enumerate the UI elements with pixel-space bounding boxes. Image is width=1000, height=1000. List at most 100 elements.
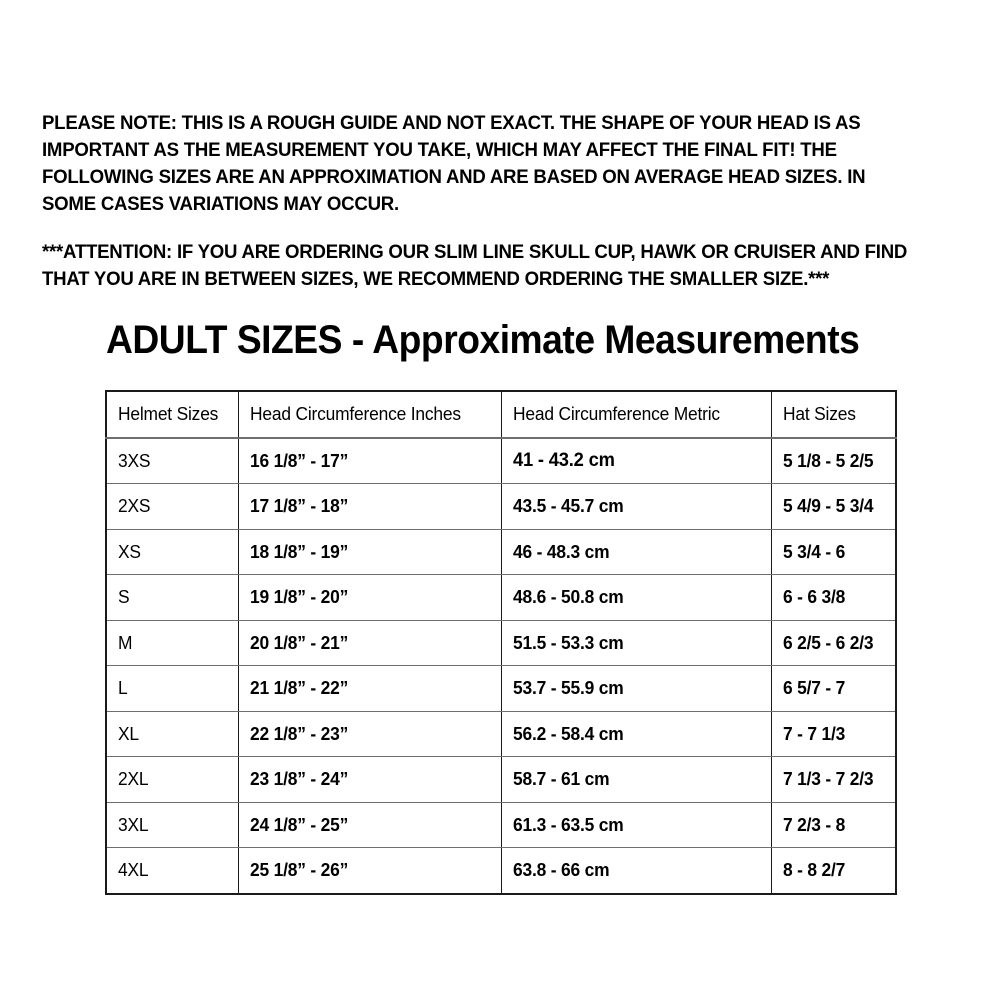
- cell-metric-text: 41 - 43.2 cm: [512, 449, 615, 472]
- cell-metric: 41 - 43.2 cm: [501, 437, 772, 484]
- cell-metric: 51.5 - 53.3 cm: [501, 620, 772, 666]
- cell-helmet-size-text: 2XS: [118, 495, 151, 517]
- cell-helmet-size-text: XS: [118, 540, 141, 562]
- column-header-helmet-sizes-label: Helmet Sizes: [118, 403, 219, 425]
- cell-inches-text: 18 1/8” - 19”: [249, 540, 348, 562]
- table-row: 2XL 23 1/8” - 24” 58.7 - 61 cm 7 1/3 - 7…: [106, 756, 896, 803]
- cell-helmet-size: M: [106, 620, 239, 666]
- cell-inches: 18 1/8” - 19”: [238, 529, 502, 575]
- column-header-head-circumference-metric: Head Circumference Metric: [501, 391, 772, 439]
- cell-inches-text: 25 1/8” - 26”: [249, 859, 348, 881]
- cell-inches: 20 1/8” - 21”: [238, 620, 502, 666]
- cell-metric: 63.8 - 66 cm: [501, 847, 772, 894]
- column-header-head-circumference-inches-label: Head Circumference Inches: [249, 403, 461, 425]
- cell-helmet-size: 2XL: [106, 756, 239, 803]
- cell-helmet-size-text: 2XL: [118, 768, 149, 790]
- cell-hat-size: 6 5/7 - 7: [771, 665, 896, 712]
- cell-inches-text: 21 1/8” - 22”: [249, 677, 348, 699]
- cell-hat-size-text: 6 2/5 - 6 2/3: [782, 631, 874, 653]
- cell-inches: 23 1/8” - 24”: [238, 756, 502, 803]
- adult-size-table: Helmet Sizes Head Circumference Inches H…: [105, 390, 897, 895]
- cell-hat-size-text: 5 1/8 - 5 2/5: [782, 449, 874, 471]
- cell-inches-text: 22 1/8” - 23”: [249, 722, 348, 744]
- cell-inches: 24 1/8” - 25”: [238, 802, 502, 848]
- cell-hat-size: 6 2/5 - 6 2/3: [771, 620, 896, 666]
- cell-helmet-size-text: 4XL: [118, 859, 149, 881]
- cell-hat-size-text: 7 1/3 - 7 2/3: [782, 768, 874, 790]
- cell-hat-size-text: 5 4/9 - 5 3/4: [782, 495, 874, 517]
- cell-helmet-size: 4XL: [106, 847, 239, 894]
- cell-metric: 61.3 - 63.5 cm: [501, 802, 772, 848]
- table-row: XS 18 1/8” - 19” 46 - 48.3 cm 5 3/4 - 6: [106, 529, 896, 575]
- note-paragraph-attention: ***ATTENTION: IF YOU ARE ORDERING OUR SL…: [42, 241, 913, 290]
- cell-helmet-size: S: [106, 574, 239, 621]
- cell-hat-size-text: 5 3/4 - 6: [782, 540, 845, 562]
- table-row: 2XS 17 1/8” - 18” 43.5 - 45.7 cm 5 4/9 -…: [106, 483, 896, 530]
- cell-hat-size-text: 8 - 8 2/7: [782, 859, 845, 881]
- cell-hat-size-text: 6 - 6 3/8: [782, 586, 845, 608]
- table-row: 4XL 25 1/8” - 26” 63.8 - 66 cm 8 - 8 2/7: [106, 847, 896, 894]
- note-paragraph-disclaimer: PLEASE NOTE: THIS IS A ROUGH GUIDE AND N…: [42, 112, 871, 215]
- cell-metric-text: 48.6 - 50.8 cm: [512, 586, 624, 608]
- column-header-head-circumference-metric-label: Head Circumference Metric: [512, 403, 720, 425]
- cell-metric: 58.7 - 61 cm: [501, 756, 772, 803]
- cell-hat-size-text: 7 2/3 - 8: [782, 813, 845, 835]
- cell-helmet-size: XL: [106, 711, 239, 757]
- chart-title: ADULT SIZES - Approximate Measurements: [106, 318, 860, 362]
- cell-hat-size: 7 1/3 - 7 2/3: [771, 756, 896, 803]
- cell-hat-size: 5 1/8 - 5 2/5: [771, 437, 896, 484]
- cell-hat-size: 6 - 6 3/8: [771, 574, 896, 621]
- cell-hat-size: 5 3/4 - 6: [771, 529, 896, 575]
- cell-inches-text: 23 1/8” - 24”: [249, 768, 348, 790]
- cell-metric-text: 61.3 - 63.5 cm: [512, 813, 624, 835]
- table-row: M 20 1/8” - 21” 51.5 - 53.3 cm 6 2/5 - 6…: [106, 620, 896, 666]
- cell-helmet-size: 2XS: [106, 483, 239, 530]
- cell-metric: 46 - 48.3 cm: [501, 529, 772, 575]
- cell-inches-text: 19 1/8” - 20”: [249, 586, 348, 608]
- cell-helmet-size: 3XS: [106, 437, 239, 484]
- cell-inches-text: 24 1/8” - 25”: [249, 813, 348, 835]
- cell-helmet-size-text: 3XS: [118, 449, 151, 471]
- cell-inches: 19 1/8” - 20”: [238, 574, 502, 621]
- cell-metric-text: 43.5 - 45.7 cm: [512, 495, 624, 517]
- cell-hat-size-text: 6 5/7 - 7: [782, 677, 845, 699]
- column-header-hat-sizes-label: Hat Sizes: [782, 403, 856, 425]
- cell-helmet-size-text: XL: [118, 722, 139, 744]
- table-row: XL 22 1/8” - 23” 56.2 - 58.4 cm 7 - 7 1/…: [106, 711, 896, 757]
- cell-metric: 48.6 - 50.8 cm: [501, 574, 772, 621]
- cell-helmet-size: XS: [106, 529, 239, 575]
- size-table-container: Helmet Sizes Head Circumference Inches H…: [105, 390, 897, 895]
- cell-inches: 16 1/8” - 17”: [238, 437, 502, 484]
- cell-metric: 56.2 - 58.4 cm: [501, 711, 772, 757]
- cell-metric-text: 51.5 - 53.3 cm: [512, 631, 624, 653]
- cell-inches-text: 17 1/8” - 18”: [249, 495, 348, 517]
- cell-helmet-size-text: S: [118, 586, 130, 608]
- cell-hat-size: 7 - 7 1/3: [771, 711, 896, 757]
- cell-hat-size: 8 - 8 2/7: [771, 848, 896, 894]
- cell-hat-size: 7 2/3 - 8: [771, 802, 896, 848]
- table-row: L 21 1/8” - 22” 53.7 - 55.9 cm 6 5/7 - 7: [106, 665, 896, 712]
- table-header-row: Helmet Sizes Head Circumference Inches H…: [106, 391, 896, 439]
- column-header-helmet-sizes: Helmet Sizes: [106, 391, 239, 439]
- cell-inches: 21 1/8” - 22”: [238, 665, 502, 712]
- cell-hat-size: 5 4/9 - 5 3/4: [771, 483, 896, 530]
- cell-inches: 17 1/8” - 18”: [238, 483, 502, 530]
- cell-inches: 22 1/8” - 23”: [238, 711, 502, 757]
- cell-metric-text: 58.7 - 61 cm: [512, 768, 610, 790]
- table-body: 3XS 16 1/8” - 17” 41 - 43.2 cm 5 1/8 - 5…: [106, 437, 896, 894]
- column-header-hat-sizes: Hat Sizes: [771, 391, 896, 439]
- cell-helmet-size-text: L: [118, 677, 128, 699]
- cell-metric-text: 46 - 48.3 cm: [512, 540, 610, 562]
- cell-inches-text: 20 1/8” - 21”: [249, 631, 348, 653]
- table-row: 3XS 16 1/8” - 17” 41 - 43.2 cm 5 1/8 - 5…: [106, 437, 896, 484]
- cell-helmet-size-text: 3XL: [118, 813, 149, 835]
- table-row: 3XL 24 1/8” - 25” 61.3 - 63.5 cm 7 2/3 -…: [106, 802, 896, 848]
- cell-metric-text: 56.2 - 58.4 cm: [512, 722, 624, 744]
- cell-metric: 53.7 - 55.9 cm: [501, 665, 772, 712]
- column-header-head-circumference-inches: Head Circumference Inches: [238, 391, 502, 439]
- cell-metric-text: 63.8 - 66 cm: [512, 859, 610, 881]
- cell-inches-text: 16 1/8” - 17”: [249, 449, 348, 471]
- cell-metric-text: 53.7 - 55.9 cm: [512, 677, 624, 699]
- cell-helmet-size: 3XL: [106, 802, 239, 848]
